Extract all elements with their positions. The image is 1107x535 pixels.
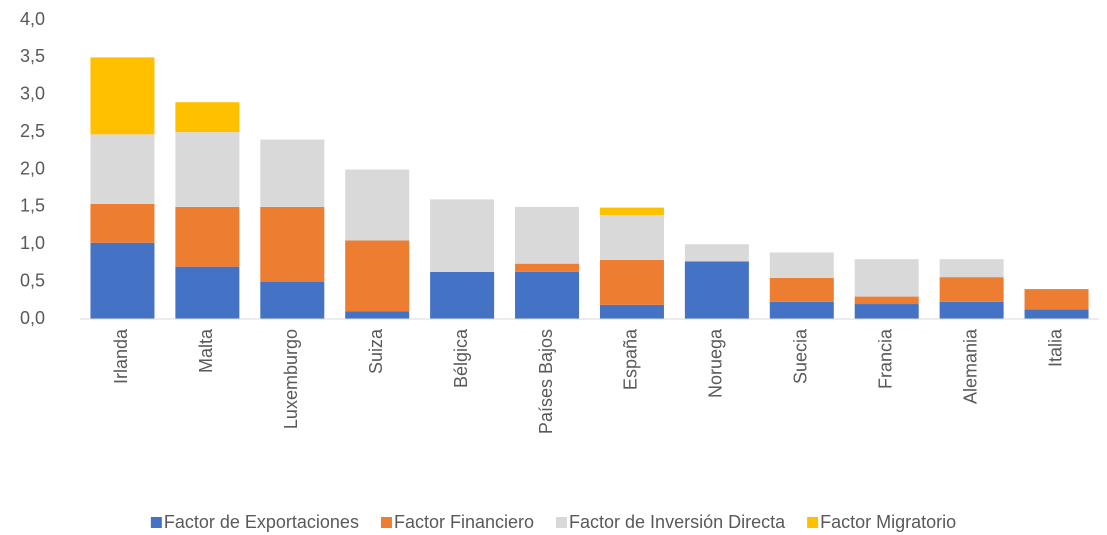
legend-swatch (807, 517, 819, 528)
bar-segment (260, 206, 325, 282)
x-tick-label: Suecia (791, 328, 811, 384)
bar-segment (854, 259, 919, 297)
bar-segment (1024, 309, 1089, 319)
legend-swatch (150, 517, 162, 528)
bar-segment (769, 252, 834, 278)
bar-segment (90, 57, 155, 135)
x-tick-label: Irlanda (111, 328, 131, 384)
y-tick-label: 1,0 (20, 233, 45, 253)
legend-label: Factor Migratorio (820, 512, 956, 532)
bar-segment (769, 301, 834, 319)
bar-segment (430, 271, 495, 319)
bar-segment (599, 207, 664, 216)
bar-segment (599, 259, 664, 305)
y-tick-label: 1,5 (20, 196, 45, 216)
legend-label: Factor Financiero (394, 512, 534, 532)
bar-segment (175, 266, 240, 319)
legend-swatch (380, 517, 392, 528)
bar-segment (1024, 289, 1089, 310)
x-tick-label: Suiza (366, 328, 386, 374)
bar-segment (260, 139, 325, 207)
y-tick-label: 0,5 (20, 270, 45, 290)
y-tick-label: 2,5 (20, 121, 45, 141)
legend-swatch (556, 517, 568, 528)
bar-segment (515, 206, 580, 264)
bar-segment (684, 244, 749, 262)
bar-segment (939, 277, 1004, 302)
bar-segment (769, 277, 834, 302)
x-tick-label: Alemania (960, 328, 980, 404)
bar-segment (430, 199, 495, 272)
bar-segment (90, 242, 155, 319)
bar-segment (515, 271, 580, 319)
y-tick-label: 0,0 (20, 308, 45, 328)
bar-segment (599, 215, 664, 260)
x-tick-label: Bélgica (451, 328, 471, 388)
legend-label: Factor de Exportaciones (164, 512, 359, 532)
bar-segment (175, 206, 240, 267)
bar-segment (599, 304, 664, 319)
bar-segment (175, 132, 240, 207)
bar-segment (345, 240, 410, 312)
bar-segment (515, 263, 580, 272)
y-tick-label: 2,0 (20, 158, 45, 178)
y-tick-label: 3,5 (20, 46, 45, 66)
bar-segment (175, 102, 240, 133)
bar-segment (260, 281, 325, 319)
bar-segment (345, 311, 410, 319)
legend-label: Factor de Inversión Directa (569, 512, 786, 532)
x-tick-label: Malta (196, 328, 216, 373)
x-tick-label: Países Bajos (536, 329, 556, 434)
y-tick-label: 3,0 (20, 84, 45, 104)
y-tick-label: 4,0 (20, 9, 45, 29)
bar-segment (684, 261, 749, 319)
bar-segment (345, 169, 410, 241)
x-tick-label: España (621, 328, 641, 390)
x-tick-label: Italia (1045, 328, 1065, 367)
bar-segment (939, 301, 1004, 319)
x-tick-label: Luxemburgo (281, 329, 301, 429)
bar-segment (939, 259, 1004, 278)
bar-segment (854, 304, 919, 319)
bar-segment (854, 296, 919, 305)
x-tick-label: Noruega (706, 328, 726, 398)
bar-segment (90, 203, 155, 243)
bar-segment (90, 134, 155, 204)
x-tick-label: Francia (875, 328, 895, 389)
